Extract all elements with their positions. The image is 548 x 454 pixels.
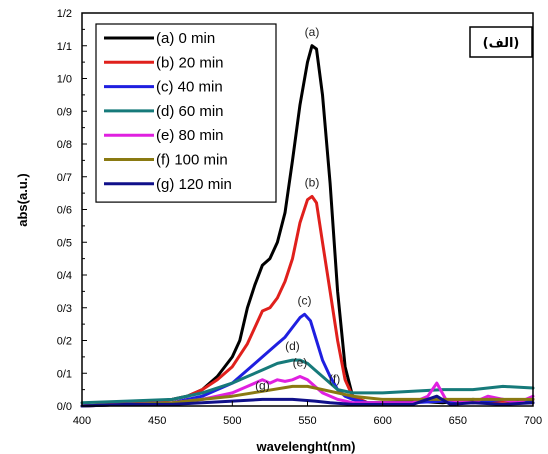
y-axis-title: abs(a.u.) bbox=[15, 173, 30, 226]
y-tick-label: 1/0 bbox=[57, 74, 72, 86]
series-line-c bbox=[80, 312, 535, 408]
y-tick-label: 0/8 bbox=[57, 139, 72, 151]
x-axis-title: wavelenght(nm) bbox=[256, 439, 356, 454]
x-tick-label: 600 bbox=[373, 415, 391, 427]
x-tick-label: 550 bbox=[298, 415, 316, 427]
legend: (a) 0 min (b) 20 min (c) 40 min (d) 60 min (… bbox=[95, 23, 277, 203]
x-tick-label: 400 bbox=[73, 415, 91, 427]
y-tick-label: 0/7 bbox=[57, 172, 72, 184]
panel-tag-box: (الف) bbox=[469, 26, 533, 58]
legend-label-g: (g) 120 min bbox=[156, 176, 232, 193]
series-group bbox=[80, 44, 535, 408]
x-ticks: 400 450 500 550 600 650 700 bbox=[73, 401, 542, 427]
y-tick-label: 0/2 bbox=[57, 336, 72, 348]
curve-label-c: (c) bbox=[297, 293, 311, 307]
series-line-e bbox=[80, 375, 535, 408]
legend-label-d: (d) 60 min bbox=[156, 103, 224, 120]
y-tick-label: 1/1 bbox=[57, 41, 72, 53]
legend-label-f: (f) 100 min bbox=[156, 152, 228, 169]
panel-tag: (الف) bbox=[483, 36, 520, 51]
x-tick-label: 700 bbox=[524, 415, 542, 427]
y-ticks: 0/0 0/1 0/2 0/3 0/4 0/5 0/6 0/7 0/8 0/9 1/0 1/1 1/2 bbox=[57, 8, 87, 413]
curve-label-a: (a) bbox=[305, 25, 320, 39]
y-tick-label: 1/2 bbox=[57, 8, 72, 20]
y-tick-label: 0/4 bbox=[57, 270, 72, 282]
y-tick-label: 0/0 bbox=[57, 401, 72, 413]
y-tick-label: 0/3 bbox=[57, 303, 72, 315]
legend-label-a: (a) 0 min bbox=[156, 30, 215, 47]
legend-label-c: (c) 40 min bbox=[156, 79, 223, 96]
curve-label-g: (g) bbox=[255, 378, 270, 392]
legend-label-b: (b) 20 min bbox=[156, 54, 224, 71]
curve-label-e: (e) bbox=[293, 356, 308, 370]
curve-labels: (a) (b) (c) (d) (e) (f) (g) bbox=[255, 25, 340, 393]
x-tick-label: 650 bbox=[449, 415, 467, 427]
y-tick-label: 0/5 bbox=[57, 237, 72, 249]
y-tick-label: 0/1 bbox=[57, 368, 72, 380]
curve-label-d: (d) bbox=[285, 339, 300, 353]
y-tick-label: 0/6 bbox=[57, 205, 72, 217]
legend-box bbox=[95, 23, 277, 203]
x-tick-label: 500 bbox=[223, 415, 241, 427]
x-tick-label: 450 bbox=[148, 415, 166, 427]
curve-label-f: (f) bbox=[329, 372, 340, 386]
series-line-f bbox=[80, 384, 535, 408]
y-tick-label: 0/9 bbox=[57, 106, 72, 118]
series-line-d bbox=[80, 358, 535, 405]
curve-label-b: (b) bbox=[305, 175, 320, 189]
legend-label-e: (e) 80 min bbox=[156, 127, 224, 144]
